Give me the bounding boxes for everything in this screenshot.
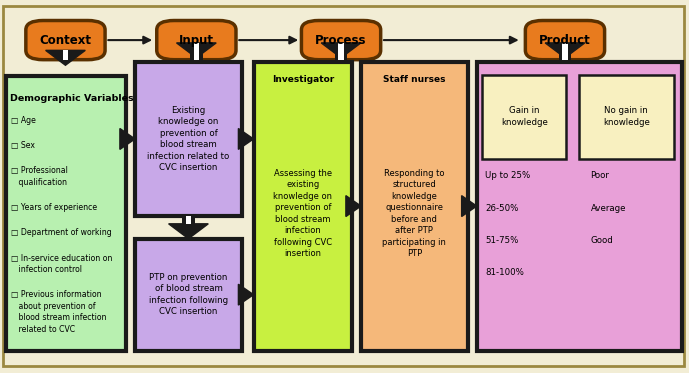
Text: Input: Input (179, 34, 214, 47)
Text: Assessing the
existing
knowledge on
prevention of
blood stream
infection
followi: Assessing the existing knowledge on prev… (274, 169, 332, 258)
Text: □ In-service education on
   infection control: □ In-service education on infection cont… (11, 254, 112, 274)
Text: Product: Product (539, 34, 591, 47)
Text: 26-50%: 26-50% (485, 204, 518, 213)
Text: Up to 25%: Up to 25% (485, 171, 531, 180)
Text: □ Professional
   qualification: □ Professional qualification (11, 166, 68, 187)
Text: 81-100%: 81-100% (485, 268, 524, 277)
Text: Investigator: Investigator (271, 75, 334, 84)
Text: □ Age: □ Age (11, 116, 36, 125)
Polygon shape (321, 43, 361, 58)
Text: 51-75%: 51-75% (485, 236, 518, 245)
Text: Poor: Poor (590, 171, 609, 180)
Bar (562, 43, 568, 60)
Bar (559, 43, 571, 60)
Text: Average: Average (590, 204, 626, 213)
Text: Demographic Variables: Demographic Variables (10, 94, 133, 103)
Bar (477, 62, 682, 351)
Bar (338, 43, 344, 60)
Bar (238, 134, 242, 145)
Bar (194, 43, 199, 60)
Bar (120, 134, 126, 145)
Polygon shape (169, 224, 208, 239)
Text: □ Years of experience: □ Years of experience (11, 203, 97, 212)
Polygon shape (545, 43, 585, 58)
Text: Staff nurses: Staff nurses (383, 75, 446, 84)
Text: PTP on prevention
of blood stream
infection following
CVC insertion: PTP on prevention of blood stream infect… (149, 273, 228, 316)
Text: Context: Context (39, 34, 92, 47)
Bar (579, 75, 674, 159)
Bar (482, 75, 566, 159)
Bar (238, 289, 242, 300)
Text: Existing
knowledge on
prevention of
blood stream
infection related to
CVC insert: Existing knowledge on prevention of bloo… (147, 106, 229, 172)
Bar (462, 201, 468, 212)
FancyBboxPatch shape (26, 21, 105, 60)
Text: No gain in
knowledge: No gain in knowledge (603, 106, 650, 127)
Bar (335, 43, 347, 60)
Bar (254, 62, 352, 351)
Bar (361, 62, 468, 351)
Bar (182, 216, 195, 224)
Bar (59, 50, 72, 60)
Text: Gain in
knowledge: Gain in knowledge (501, 106, 548, 127)
Bar (63, 50, 68, 60)
Polygon shape (176, 43, 216, 58)
Text: Good: Good (590, 236, 613, 245)
FancyBboxPatch shape (156, 21, 236, 60)
Bar (6, 76, 126, 351)
FancyBboxPatch shape (302, 21, 380, 60)
Polygon shape (238, 284, 254, 305)
Text: □ Previous information
   about prevention of
   blood stream infection
   relat: □ Previous information about prevention … (11, 290, 107, 333)
Polygon shape (346, 195, 361, 216)
Bar (135, 62, 242, 216)
Polygon shape (120, 128, 135, 150)
Polygon shape (45, 50, 85, 65)
Bar (346, 201, 352, 212)
Text: Process: Process (316, 34, 367, 47)
Polygon shape (238, 128, 254, 150)
FancyBboxPatch shape (525, 21, 605, 60)
Bar (186, 216, 192, 224)
Polygon shape (462, 195, 477, 216)
Text: □ Department of working: □ Department of working (11, 228, 112, 237)
Text: □ Sex: □ Sex (11, 141, 35, 150)
Bar (190, 43, 203, 60)
Text: Responding to
structured
knowledge
questionnaire
before and
after PTP
participat: Responding to structured knowledge quest… (382, 169, 446, 258)
Bar (135, 239, 242, 351)
